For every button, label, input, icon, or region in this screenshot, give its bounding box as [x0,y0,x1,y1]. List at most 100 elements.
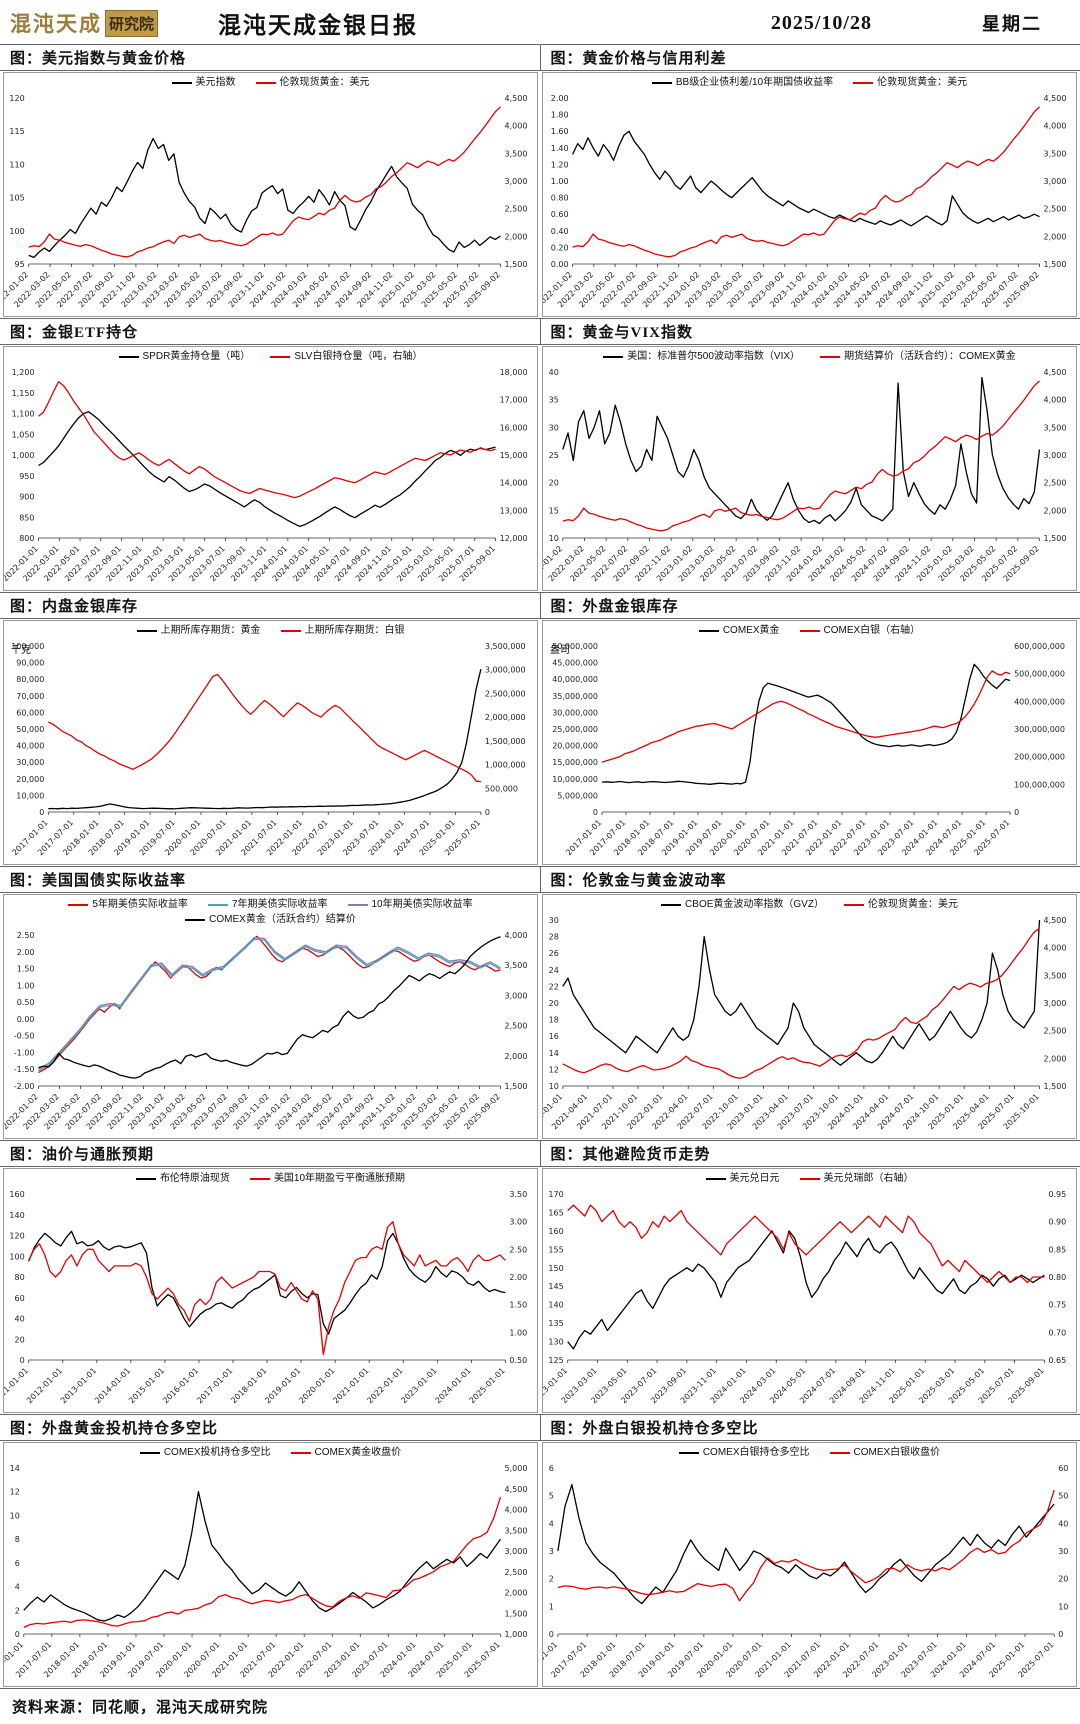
series-line [567,1230,1045,1350]
chart-panel-usd-index-gold: 美元指数 伦敦现货黄金：美元 95 100 105 110 115 120 1,500 2,000… [3,72,538,317]
svg-text:0.00: 0.00 [17,1015,35,1024]
svg-text:145: 145 [548,1282,563,1291]
chart-panel-domestic-inventory: 上期所库存期货：黄金 上期所库存期货：白银 千克 0 10,000 20,000 30,00… [3,620,538,865]
svg-text:0.80: 0.80 [551,194,569,203]
svg-text:15: 15 [549,506,559,515]
svg-text:3,000: 3,000 [1044,177,1067,186]
legend-line-swatch [139,1452,160,1454]
svg-text:2.00: 2.00 [17,948,35,957]
legend-entry: 伦敦现货黄金：美元 [853,76,967,90]
chart-canvas: 0 20 40 60 80 100 120 140 160 0.50 1.00 1.50 2.00 2.5… [4,1190,527,1405]
chart-title-usd-index-gold: 图：美元指数与黄金价格 [10,51,187,67]
svg-text:2,500: 2,500 [505,205,528,214]
svg-text:4,000: 4,000 [505,122,528,131]
svg-text:14: 14 [549,1049,559,1058]
chart-title-gold-vix: 图：黄金与VIX指数 [539,319,1080,344]
svg-text:12: 12 [10,1488,20,1497]
chart-legend: COMEX白银持仓多空比 COMEX白银收盘价 [543,1443,1076,1460]
svg-text:18,000: 18,000 [500,368,528,377]
svg-text:35: 35 [549,396,559,405]
legend-entry: 5年期美债实际收益率 [68,898,188,912]
series-line [23,1496,502,1628]
report-header: 混沌天成 研究院 混沌天成金银日报 2025/10/28 星期二 [0,0,1080,44]
legend-label: COMEX黄金 [722,625,780,636]
legend-line-swatch [249,1178,270,1180]
svg-text:40: 40 [1058,1519,1068,1528]
svg-text:3.50: 3.50 [509,1190,527,1199]
legend-label: 美元兑日元 [729,1173,780,1184]
chart-title-safe-haven-fx: 图：其他避险货币走势 [539,1141,1080,1166]
svg-text:105: 105 [9,194,24,203]
series-line [572,130,1040,227]
series-line [557,1483,1055,1605]
svg-text:100: 100 [9,227,24,236]
svg-text:30,000: 30,000 [16,758,44,767]
legend-entry: COMEX白银收盘价 [829,1446,941,1460]
chart-title-oil-inflation: 图：油价与通胀预期 [10,1147,155,1163]
legend-entry: 布伦特原油现货 [135,1172,230,1186]
chart-canvas: 012345601020304050602017-01-012017-07-01… [543,1464,1068,1679]
svg-text:10: 10 [549,1082,559,1091]
svg-text:24: 24 [549,966,559,975]
legend-entry: 10年期美债实际收益率 [347,898,473,912]
svg-text:60,000: 60,000 [16,708,44,717]
chart-title-row: 图：外盘黄金投机持仓多空比 图：外盘白银投机持仓多空比 [0,1414,1080,1441]
axis-unit-label: 千克 [11,645,31,656]
svg-text:2,000,000: 2,000,000 [485,713,526,722]
svg-text:120: 120 [9,1232,24,1241]
chart-legend: BB级企业债利差/10年期国债收益率 伦敦现货黄金：美元 [543,73,1076,90]
svg-text:28: 28 [549,933,559,942]
series-line [28,1230,506,1335]
svg-text:15,000: 15,000 [500,451,528,460]
chart-row: 布伦特原油现货 美国10年期盈亏平衡通胀预期 0 20 40 60 80 100 120 140 1… [0,1167,1080,1414]
svg-text:2025-01-01: 2025-01-01 [468,1366,507,1405]
legend-entry: CBOE黄金波动率指数（GVZ） [661,898,824,912]
svg-text:35,000,000: 35,000,000 [552,692,598,701]
legend-label: 10年期美债实际收益率 [371,899,473,910]
svg-text:0: 0 [593,808,598,817]
chart-legend: 5年期美债实际收益率 7年期美债实际收益率 10年期美债实际收益率 COMEX黄金（活… [4,895,537,927]
series-line [23,1491,502,1622]
report-date: 2025/10/28 [770,11,872,34]
svg-text:3,500: 3,500 [1044,971,1067,980]
svg-text:10,000,000: 10,000,000 [552,775,598,784]
svg-text:0.50: 0.50 [17,998,35,1007]
legend-line-swatch [136,630,157,632]
legend-label: COMEX白银收盘价 [853,1447,941,1458]
svg-text:1,200: 1,200 [12,368,35,377]
chart-title-row: 图：金银ETF持仓 图：黄金与VIX指数 [0,318,1080,345]
legend-line-swatch [185,919,206,921]
svg-text:400,000,000: 400,000,000 [1014,697,1065,706]
svg-text:155: 155 [548,1245,563,1254]
chart-canvas: 95 100 105 110 115 120 1,500 2,000 2,500 3,000 3,5… [4,94,528,309]
series-line [28,137,501,259]
svg-text:1.00: 1.00 [551,177,569,186]
svg-text:2.50: 2.50 [509,1245,527,1254]
chart-title-foreign-inventory: 图：外盘金银库存 [539,593,1080,618]
chart-panel-foreign-inventory: COMEX黄金 COMEX白银（右轴） 盎司 0 5,000,000 10,000,000… [542,620,1077,865]
legend-label: COMEX黄金（活跃合约）结算价 [209,914,356,925]
svg-text:10: 10 [1058,1602,1068,1611]
legend-entry: SPDR黄金持仓量（吨） [118,350,250,364]
svg-text:0.65: 0.65 [1048,1356,1066,1365]
legend-label: 布伦特原油现货 [159,1173,230,1184]
svg-text:3,500,000: 3,500,000 [485,642,526,651]
legend-label: COMEX白银持仓多空比 [702,1447,810,1458]
svg-text:8: 8 [15,1535,20,1544]
legend-label: 伦敦现货黄金：美元 [877,77,968,88]
chart-canvas: 125 130 135 140 145 150 155 160 165 170 0.65 0.70 0.… [543,1190,1066,1405]
svg-text:20,000: 20,000 [16,775,44,784]
report-weekday: 星期二 [982,14,1042,34]
svg-text:14: 14 [10,1464,20,1473]
svg-text:4,000: 4,000 [505,931,528,940]
svg-text:20,000,000: 20,000,000 [552,742,598,751]
legend-line-swatch [280,630,301,632]
svg-text:2.00: 2.00 [509,1273,527,1282]
svg-text:1: 1 [549,1602,554,1611]
svg-text:12: 12 [549,1065,559,1074]
svg-text:3,000: 3,000 [1044,999,1067,1008]
svg-text:-1.00: -1.00 [14,1048,35,1057]
legend-line-swatch [68,904,89,906]
svg-text:1,500: 1,500 [1044,534,1067,543]
legend-entry: 上期所库存期货：黄金 [136,624,261,638]
